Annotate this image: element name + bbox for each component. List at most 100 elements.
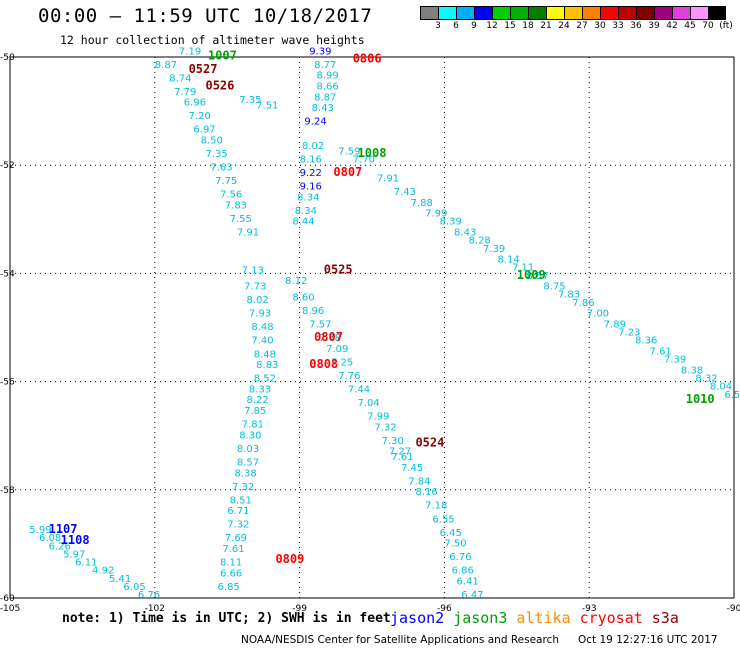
- wave-height-value: 6.26: [49, 541, 71, 552]
- wave-height-value: 7.83: [225, 200, 247, 211]
- wave-height-value: 8.39: [440, 217, 462, 228]
- wave-height-value: 7.32: [227, 520, 249, 531]
- legend-item: jason2: [390, 609, 445, 627]
- color-scale-label: 42: [666, 21, 678, 31]
- wave-height-value: 8.44: [292, 217, 314, 228]
- color-swatch: [690, 6, 708, 20]
- color-swatch: [510, 6, 528, 20]
- wave-height-value: 7.51: [256, 100, 278, 111]
- footer-note: note: 1) Time is in UTC; 2) SWH is in fe…: [62, 611, 391, 626]
- pass-time-label: 0525: [324, 262, 353, 276]
- color-scale-label: 36: [630, 21, 642, 31]
- lon-tick-label: -90: [727, 604, 740, 614]
- wave-height-value: 7.55: [230, 214, 252, 225]
- color-scale-label: 24: [558, 21, 570, 31]
- wave-height-value: 5.99: [29, 525, 51, 536]
- pass-time-label: 0807: [314, 330, 343, 344]
- lon-tick-label: -105: [0, 604, 20, 614]
- color-swatch: [600, 6, 618, 20]
- wave-height-value: 7.63: [210, 163, 232, 174]
- wave-height-value: 7.93: [249, 309, 271, 320]
- wave-height-value: 7.30: [382, 436, 404, 447]
- wave-height-value: 7.75: [215, 176, 237, 187]
- wave-height-value: 6.55: [432, 514, 454, 525]
- wave-height-value: 7.20: [189, 111, 211, 122]
- color-swatch: [492, 6, 510, 20]
- wave-height-value: 6.85: [218, 582, 240, 593]
- pass-time-label: 0527: [189, 62, 218, 76]
- wave-height-value: 7.91: [377, 173, 399, 184]
- color-scale-label: 6: [453, 21, 459, 31]
- wave-height-value: 8.11: [220, 558, 242, 569]
- color-scale-label: 33: [612, 21, 624, 31]
- wave-height-value: 5.97: [63, 549, 85, 560]
- lat-tick-label: -50: [0, 53, 15, 63]
- wave-height-value: 8.60: [292, 292, 314, 303]
- pass-time-label: 1010: [686, 392, 715, 406]
- color-swatch: [528, 6, 546, 20]
- color-scale-label: 18: [522, 21, 534, 31]
- wave-height-value: 7.50: [444, 539, 466, 550]
- wave-height-value: 7.35: [205, 149, 227, 160]
- wave-height-value: 7.79: [174, 87, 196, 98]
- color-scale-label: 21: [540, 21, 552, 31]
- pass-time-label: 0526: [205, 78, 234, 92]
- wave-height-value: 7.99: [425, 209, 447, 220]
- color-scale-label: 45: [684, 21, 696, 31]
- wave-height-value: 7.32: [232, 482, 254, 493]
- pass-time-label: 0808: [309, 357, 338, 371]
- wave-height-value: 8.38: [681, 365, 703, 376]
- color-swatch: [582, 6, 600, 20]
- wave-height-value: 8.02: [302, 141, 324, 152]
- wave-height-value: 7.89: [604, 320, 626, 331]
- wave-height-value: 8.43: [454, 228, 476, 239]
- color-swatch: [636, 6, 654, 20]
- pass-time-label: 1009: [517, 268, 546, 282]
- color-scale-label: 39: [648, 21, 660, 31]
- wave-height-value: 8.52: [254, 374, 276, 385]
- wave-height-value: 7.69: [225, 533, 247, 544]
- lat-tick-label: -58: [0, 486, 15, 496]
- color-scale-label: 70: [702, 21, 714, 31]
- wave-height-value: 7.27: [389, 447, 411, 458]
- wave-height-value: 7.56: [220, 190, 242, 201]
- wave-height-value: 8.48: [254, 349, 276, 360]
- color-scale-label: 3: [435, 21, 441, 31]
- wave-height-value: 8.34: [295, 206, 317, 217]
- wave-height-value: 6.08: [39, 533, 61, 544]
- color-scale-label: 27: [576, 21, 588, 31]
- wave-height-value: 7.85: [244, 406, 266, 417]
- wave-height-value: 7.19: [179, 46, 201, 57]
- lat-tick-label: -56: [0, 378, 15, 388]
- wave-height-value: 7.32: [374, 422, 396, 433]
- wave-height-value: 7.70: [353, 154, 375, 165]
- credit-text: NOAA/NESDIS Center for Satellite Applica…: [241, 634, 559, 646]
- wave-height-value: 8.87: [314, 92, 336, 103]
- color-swatch: [672, 6, 690, 20]
- wave-height-value: 7.39: [664, 355, 686, 366]
- wave-height-value: 7.23: [618, 328, 640, 339]
- wave-height-value: 8.43: [312, 103, 334, 114]
- wave-height-value: 7.61: [650, 347, 672, 358]
- lon-tick-label: -93: [582, 604, 597, 614]
- wave-height-value: 9.24: [304, 117, 326, 128]
- legend-item: altika: [516, 609, 571, 627]
- wave-height-value: 8.28: [469, 236, 491, 247]
- wave-height-value: 6.76: [449, 552, 471, 563]
- wave-height-value: 8.34: [297, 192, 319, 203]
- wave-height-value: 7.76: [338, 371, 360, 382]
- color-swatch: [474, 6, 492, 20]
- wave-height-value: 6.11: [75, 558, 97, 569]
- legend-item: cryosat: [579, 609, 643, 627]
- lon-tick-label: -102: [145, 604, 165, 614]
- wave-height-value: 8.16: [415, 487, 437, 498]
- wave-height-value: 7.09: [326, 344, 348, 355]
- wave-height-value: 9.16: [300, 182, 322, 193]
- wave-height-value: 8.50: [201, 136, 223, 147]
- pass-time-label: 1107: [49, 522, 78, 536]
- wave-height-value: 6.41: [456, 576, 478, 587]
- wave-height-value: 7.91: [237, 228, 259, 239]
- wave-height-value: 8.22: [247, 395, 269, 406]
- wave-height-value: 7.45: [401, 463, 423, 474]
- wave-height-value: 7.78: [319, 333, 341, 344]
